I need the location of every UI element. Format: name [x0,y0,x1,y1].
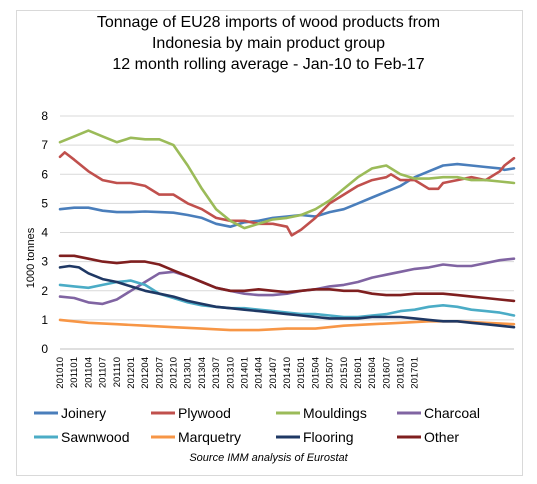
chart-frame [16,10,523,476]
x-tick-label: 201010 [55,357,66,389]
y-tick-label: 8 [41,109,48,123]
title-line-3: 12 month rolling average - Jan-10 to Feb… [112,56,425,73]
title-line-2: Indonesia by main product group [151,35,386,52]
y-tick-label: 4 [41,226,48,240]
x-tick-label: 201201 [126,357,137,389]
legend-label-sawnwood: Sawnwood [61,429,130,445]
title-line-1: Tonnage of EU28 imports of wood products… [96,14,441,31]
legend-label-other: Other [424,429,459,445]
x-tick-label: 201301 [183,357,194,389]
legend-label-plywood: Plywood [178,405,231,421]
legend-label-marquetry: Marquetry [178,429,241,445]
x-tick-label: 201510 [339,357,350,389]
x-tick-label: 201110 [112,357,123,387]
series-line-sawnwood [58,279,516,319]
source-note: Source IMM analysis of Eurostat [189,452,348,464]
x-tick-label: 201501 [296,357,307,389]
x-tick-label: 201701 [410,357,421,389]
x-axis-ticks: 201010 201101 201104 201107 201110 201201 2012… [55,357,421,389]
x-tick-label: 201107 [98,357,109,388]
x-tick-label: 201404 [254,357,265,389]
x-tick-label: 201604 [367,357,378,389]
x-tick-label: 201210 [169,357,180,389]
legend-label-flooring: Flooring [303,429,354,445]
x-tick-label: 201504 [310,357,321,389]
x-tick-label: 201610 [396,357,407,389]
x-tick-label: 201507 [325,357,336,389]
y-tick-label: 5 [41,196,48,210]
y-tick-label: 6 [41,167,48,181]
y-tick-label: 7 [41,138,48,152]
legend: Joinery Plywood Mouldings Charcoal Sawnwood M… [34,405,480,445]
y-tick-label: 1 [41,313,48,327]
series-line-mouldings [58,129,516,230]
x-tick-label: 201310 [225,357,236,389]
series-line-plywood [58,151,516,237]
x-tick-label: 201607 [381,357,392,389]
x-tick-label: 201101 [69,357,80,388]
legend-label-charcoal: Charcoal [424,405,480,421]
y-tick-label: 3 [41,255,48,269]
x-tick-label: 201407 [268,357,279,389]
y-axis-ticks: 0 1 2 3 4 5 6 7 8 [41,109,48,356]
series-lines [58,129,516,332]
x-tick-label: 201104 [83,357,94,388]
x-tick-label: 201204 [140,357,151,389]
x-tick-label: 201304 [197,357,208,389]
legend-label-mouldings: Mouldings [303,405,367,421]
x-tick-label: 201307 [211,357,222,389]
x-tick-label: 201401 [239,357,250,389]
series-line-flooring [58,264,516,329]
legend-label-joinery: Joinery [61,405,106,421]
x-tick-label: 201207 [154,357,165,389]
y-axis-label: 1000 tonnes [25,227,37,288]
y-tick-label: 2 [41,284,48,298]
x-tick-label: 201601 [353,357,364,389]
series-line-other [58,254,516,303]
y-tick-label: 0 [41,342,48,356]
x-tick-label: 201410 [282,357,293,389]
chart-title: Tonnage of EU28 imports of wood products… [0,12,537,75]
